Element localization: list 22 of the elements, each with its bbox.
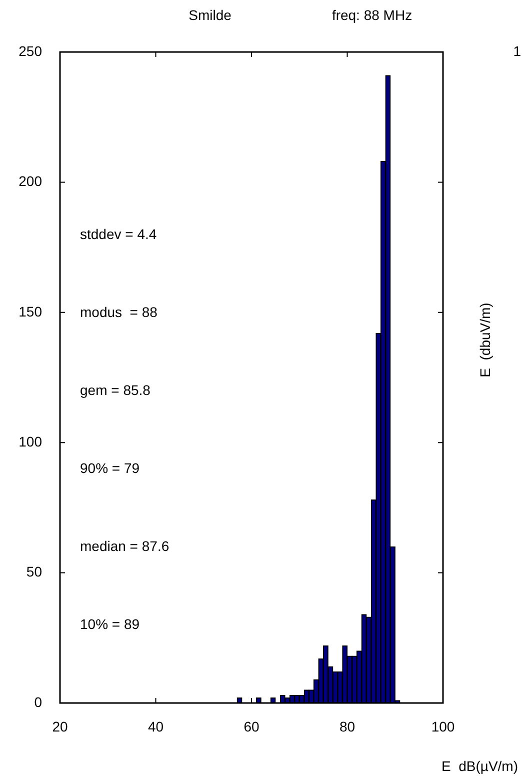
x-tick-label: 100 — [431, 718, 455, 734]
annotation: 90% = 79 — [80, 460, 140, 476]
annotation: modus = 88 — [80, 304, 158, 320]
annotation: median = 87.6 — [80, 538, 170, 554]
y-tick-label: 150 — [18, 303, 42, 320]
chart-title: Smilde — [188, 6, 232, 23]
x-tick-label: 40 — [148, 718, 164, 734]
y-tick-label: 100 — [18, 433, 42, 450]
x-tick-label: 60 — [244, 718, 260, 734]
x-tick-label: 80 — [339, 718, 356, 734]
annotation: stddev = 4.4 — [80, 226, 157, 242]
chart-subtitle: freq: 88 MHz — [332, 6, 412, 23]
x-axis-title: E dB(µV/m) — [441, 758, 518, 774]
text: 1 — [513, 42, 522, 59]
y-tick-label: 200 — [18, 173, 42, 190]
x-tick-label: 20 — [52, 718, 68, 734]
y-tick-label: 250 — [18, 42, 42, 59]
y2-axis-title: E (dbuV/m) — [476, 302, 493, 378]
annotation: gem = 85.8 — [80, 382, 151, 398]
y-tick-label: 0 — [34, 694, 42, 710]
y-tick-label: 50 — [26, 564, 42, 580]
annotation: 10% = 89 — [80, 616, 140, 632]
